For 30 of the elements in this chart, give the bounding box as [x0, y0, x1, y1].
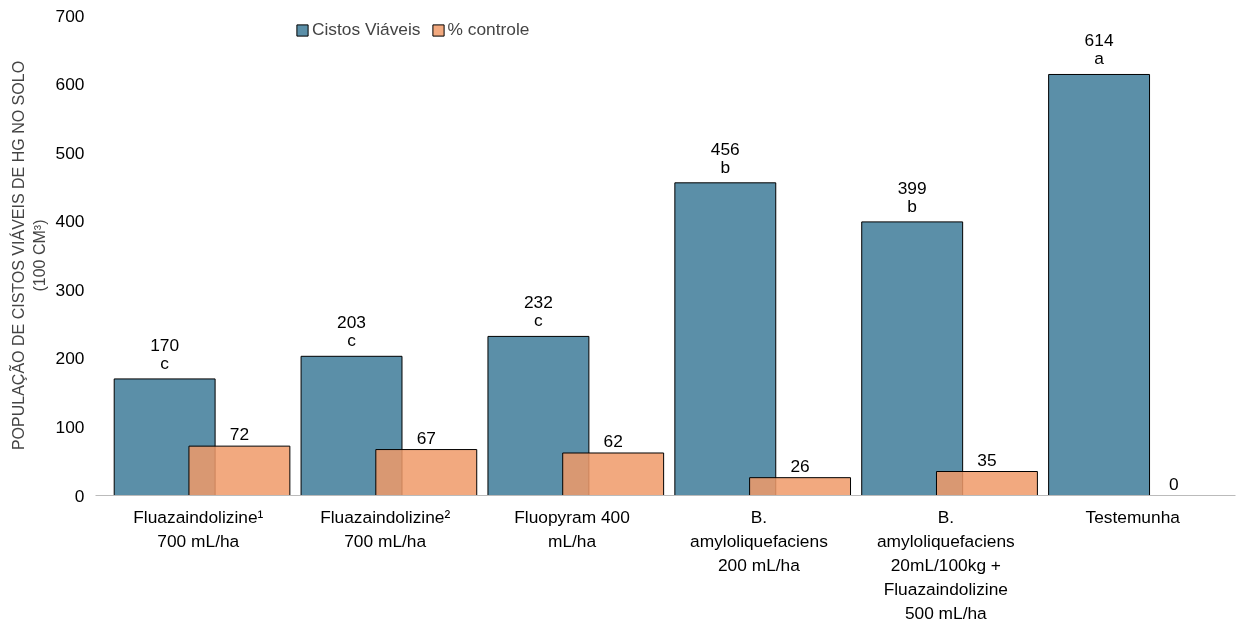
- data-label: 62: [603, 430, 623, 451]
- y-tick-label: 100: [55, 416, 85, 437]
- x-tick-label: Fluopyram 400 mL/ha: [514, 506, 630, 551]
- x-tick-label: Testemunha: [1085, 506, 1181, 527]
- x-tick-label: Fluazaindolizine² 700 mL/ha: [320, 506, 451, 551]
- data-label: 456 b: [710, 138, 740, 177]
- y-tick-label: 500: [55, 142, 85, 163]
- legend-label: Cistos Viáveis: [312, 19, 421, 40]
- bar: [1048, 73, 1151, 496]
- y-tick-label: 400: [55, 211, 85, 232]
- y-tick-label: 600: [55, 74, 85, 95]
- y-tick-label: 700: [55, 5, 85, 26]
- data-label: 0: [1169, 473, 1179, 494]
- data-label: 170 c: [150, 334, 180, 373]
- data-label: 614 a: [1084, 30, 1114, 69]
- x-tick-label: B. amyloliquefaciens 20mL/100kg + Fluazaindolizine 500 mL/ha: [876, 506, 1016, 623]
- data-label: 72: [229, 424, 250, 445]
- data-label: 26: [790, 455, 810, 476]
- y-tick-label: 300: [55, 279, 85, 300]
- x-tick-label: Fluazaindolizine¹ 700 mL/ha: [133, 506, 264, 551]
- y-tick-label: 0: [74, 485, 85, 506]
- data-label: 67: [416, 427, 436, 448]
- data-label: 232 c: [523, 292, 553, 331]
- data-label: 399 b: [897, 177, 927, 216]
- data-label: 203 c: [337, 312, 366, 351]
- legend-label: % controle: [447, 19, 530, 40]
- y-axis-title: POPULAÇÃO DE CISTOS VIÁVEIS DE HG NO SOLO (100 CM³): [8, 60, 48, 451]
- y-tick-label: 200: [55, 348, 85, 369]
- data-label: 35: [977, 449, 997, 470]
- x-tick-label: B. amyloliquefaciens 200 mL/ha: [690, 506, 829, 575]
